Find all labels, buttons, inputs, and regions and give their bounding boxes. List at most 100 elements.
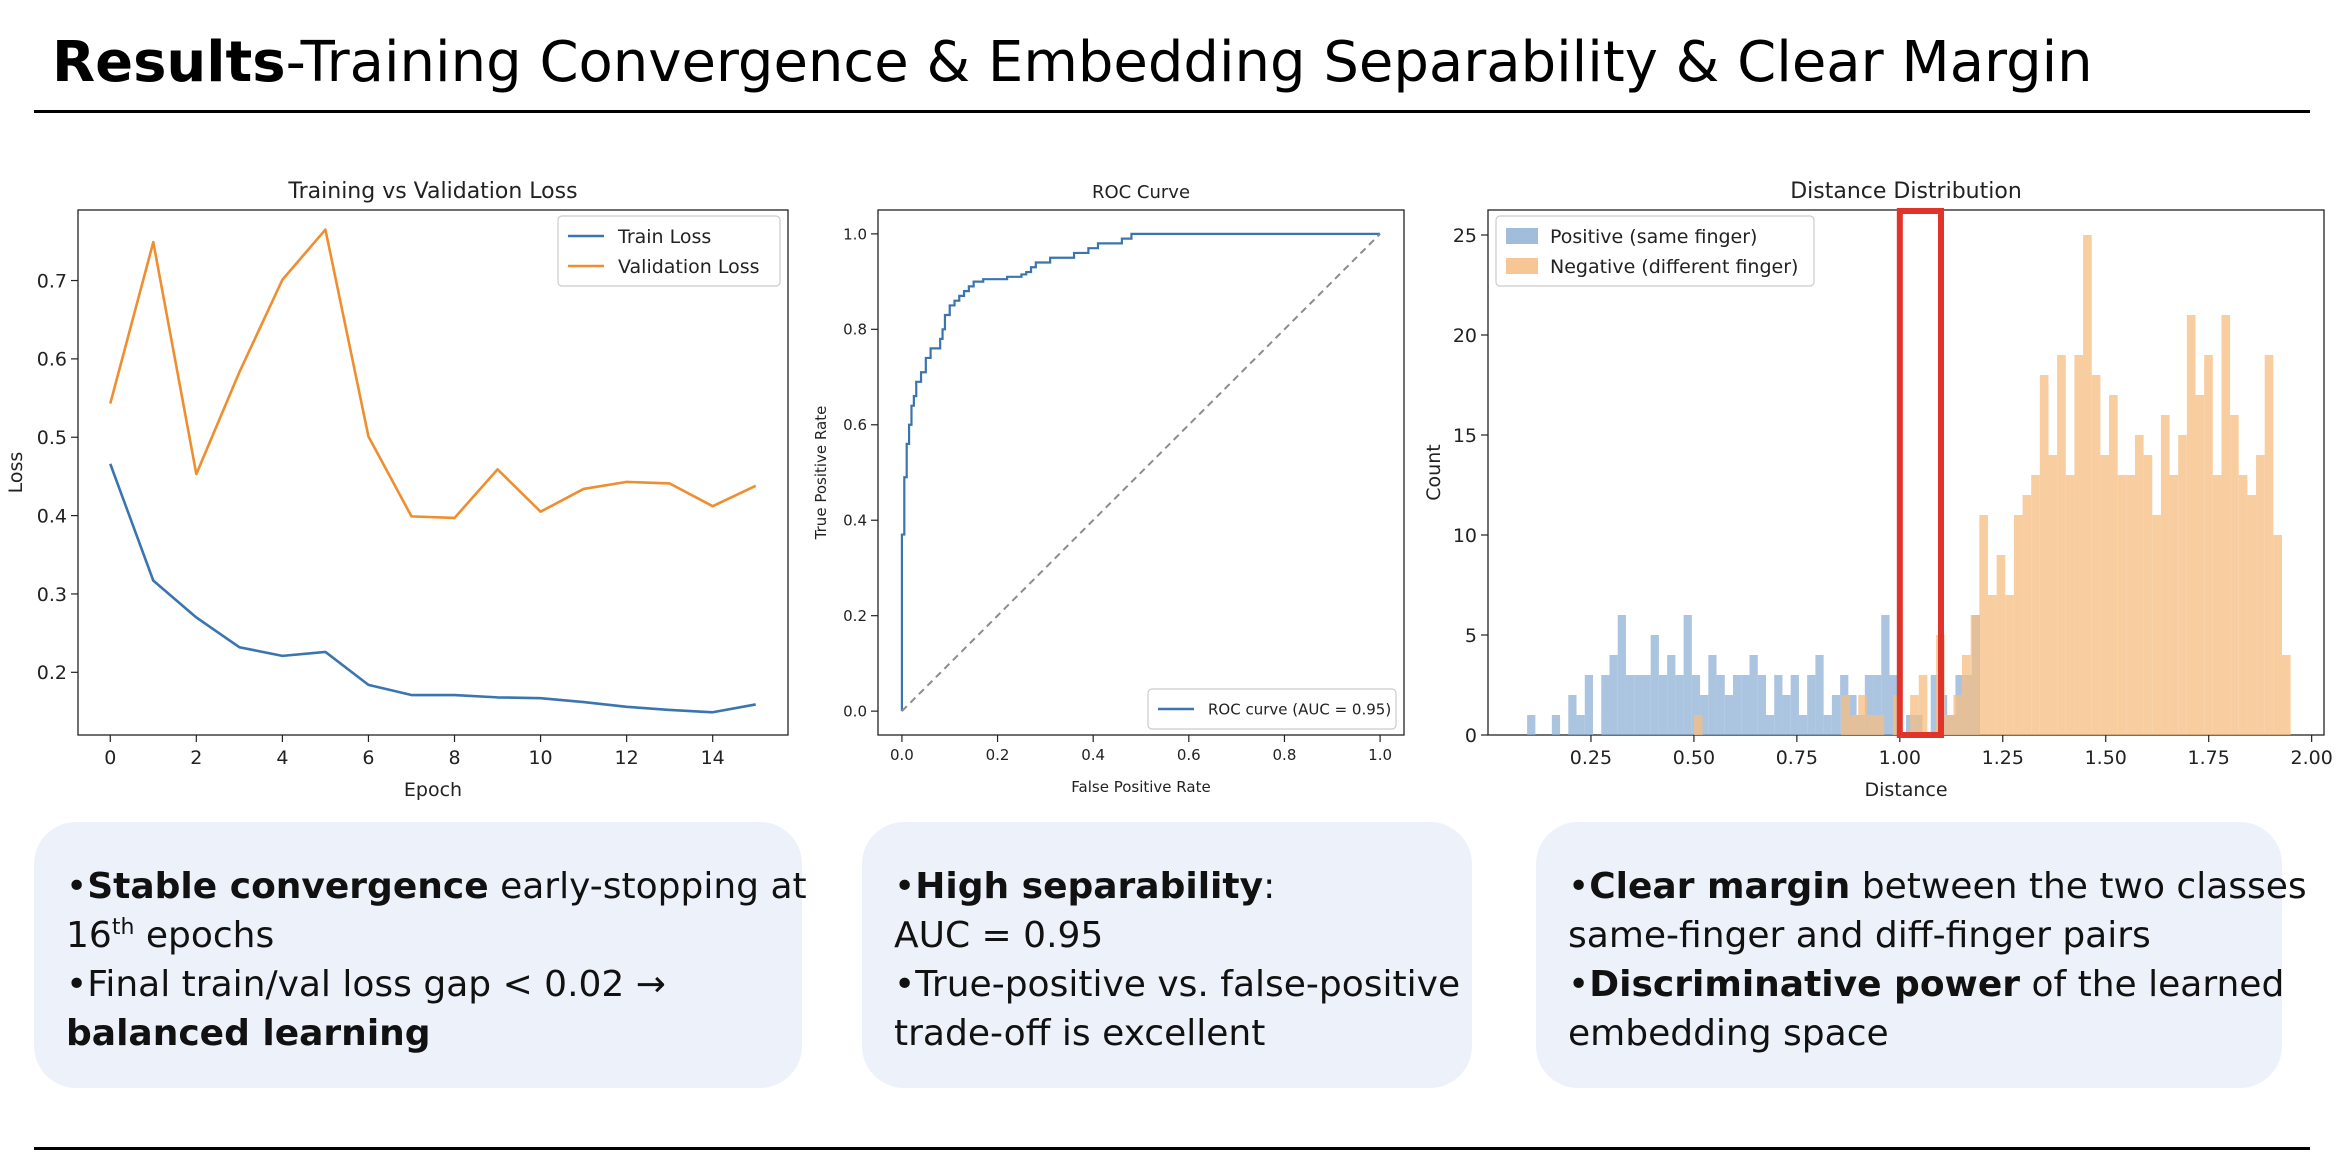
- histogram-bar: [1650, 635, 1659, 735]
- card-text: :: [1263, 866, 1276, 907]
- histogram-bar: [2273, 535, 2282, 735]
- histogram-bar: [2152, 515, 2161, 735]
- loss-chart: 0 2 4 6 8 10 12 14 0.2 0.3 0.4 0.5 0.6 0.7 Training vs…: [5, 179, 789, 801]
- bullet: •: [1568, 964, 1590, 1005]
- card-line: •True-positive vs. false-positive: [894, 960, 1460, 1009]
- slide-title: Results-Training Convergence & Embedding…: [52, 30, 2093, 95]
- margin-highlight-box: [1896, 208, 1945, 738]
- x-tick-label: 1.25: [1982, 747, 2024, 769]
- histogram-bar: [2160, 415, 2170, 735]
- histogram-bar: [2238, 475, 2248, 735]
- histogram-bar: [2212, 475, 2222, 735]
- slide-title-bold: Results: [52, 30, 286, 95]
- histogram-bar: [1774, 675, 1783, 735]
- histogram-bar: [1609, 655, 1618, 735]
- card-line: •Clear margin between the two classes: [1568, 862, 2307, 911]
- x-tick-label: 0.75: [1776, 747, 1818, 769]
- y-tick-label: 0.4: [37, 505, 67, 527]
- x-tick-label: 8: [448, 747, 460, 769]
- card-line: •Discriminative power of the learned: [1568, 960, 2284, 1009]
- histogram-bar: [2022, 495, 2032, 735]
- x-tick-label: 14: [701, 747, 725, 769]
- histogram-bar: [1601, 675, 1610, 735]
- histogram-bar: [1749, 655, 1758, 735]
- card-bold: balanced learning: [66, 1013, 431, 1054]
- histogram-bar: [1617, 615, 1626, 735]
- plot-frame: [877, 209, 1405, 736]
- histogram-bar: [1858, 695, 1867, 735]
- histogram-bar: [1906, 715, 1915, 735]
- histogram-bar: [1944, 715, 1954, 735]
- card-separability: •High separability: AUC = 0.95 •True-pos…: [862, 822, 1472, 1088]
- card-text: AUC = 0.95: [894, 915, 1104, 956]
- y-axis-label: True Positive Rate: [812, 406, 830, 541]
- histogram-bar: [1823, 715, 1832, 735]
- x-tick-label: 0: [104, 747, 116, 769]
- histogram-bar: [2204, 355, 2213, 735]
- card-convergence: •Stable convergence early-stopping at 16…: [34, 822, 807, 1088]
- bullet: •: [66, 964, 88, 1005]
- histogram-bar: [2256, 455, 2265, 735]
- x-tick-label: 1.75: [2188, 747, 2230, 769]
- bottom-rule: [34, 1147, 2310, 1150]
- card-line: •High separability:: [894, 862, 1442, 911]
- histogram-bar: [1930, 675, 1939, 735]
- y-tick-label: 5: [1465, 625, 1477, 647]
- bullet: •: [894, 866, 916, 907]
- histogram-bar: [1642, 675, 1651, 735]
- card-superscript: th: [111, 915, 135, 940]
- histogram-bar: [2039, 375, 2049, 735]
- histogram-bar: [1551, 715, 1561, 735]
- histogram-bar: [1691, 675, 1701, 735]
- histogram-bar: [1576, 715, 1585, 735]
- x-tick-label: 0.8: [1273, 746, 1297, 764]
- histogram-bar: [1840, 695, 1850, 735]
- card-line: AUC = 0.95: [894, 911, 1442, 960]
- legend-box: [1495, 215, 1815, 287]
- card-text: same-finger and diff-finger pairs: [1568, 915, 2151, 956]
- y-tick-label: 0.0: [843, 703, 867, 721]
- histogram-bar: [1568, 695, 1577, 735]
- chart-title: ROC Curve: [1092, 182, 1190, 203]
- card-text: epochs: [134, 915, 275, 956]
- x-tick-label: 0.4: [1081, 746, 1105, 764]
- y-tick-label: 0.6: [843, 416, 867, 434]
- card-line: balanced learning: [66, 1009, 772, 1058]
- x-tick-label: 10: [528, 747, 552, 769]
- card-line: 16th epochs: [66, 911, 772, 960]
- bullet: •: [894, 964, 916, 1005]
- histogram-bar: [2065, 475, 2075, 735]
- histogram-bar: [1979, 515, 1988, 735]
- x-tick-label: 0.25: [1570, 747, 1612, 769]
- x-tick-label: 0.50: [1673, 747, 1715, 769]
- histogram-bar: [1757, 675, 1766, 735]
- histogram-bar: [1625, 675, 1635, 735]
- histogram-bar: [1693, 715, 1703, 735]
- histogram-bar: [2013, 515, 2023, 735]
- legend-label: ROC curve (AUC = 0.95): [1208, 700, 1391, 718]
- card-margin: •Clear margin between the two classes sa…: [1536, 822, 2307, 1088]
- histogram-bar: [1996, 555, 2006, 735]
- card-text: Final train/val loss gap < 0.02 →: [87, 964, 666, 1005]
- bullet: •: [1568, 866, 1590, 907]
- histogram-bar: [2143, 455, 2153, 735]
- histogram-bar: [1798, 715, 1808, 735]
- histogram-bar: [1815, 655, 1824, 735]
- histogram-bar: [2083, 235, 2092, 735]
- histogram-bar: [2281, 655, 2291, 735]
- y-tick-label: 0.2: [843, 607, 867, 625]
- histogram-bar: [1716, 675, 1725, 735]
- histogram-bar: [1584, 675, 1594, 735]
- histogram-bar: [1724, 695, 1734, 735]
- legend-label: Negative (different finger): [1550, 256, 1798, 278]
- x-tick-label: 0.6: [1177, 746, 1201, 764]
- card-line: same-finger and diff-finger pairs: [1568, 911, 2252, 960]
- y-tick-label: 0.3: [37, 584, 67, 606]
- x-tick-label: 2.00: [2290, 747, 2332, 769]
- histogram-bar: [2031, 475, 2040, 735]
- y-axis-label: Loss: [5, 452, 27, 494]
- x-tick-label: 1.00: [1879, 747, 1921, 769]
- histogram-bar: [1634, 675, 1643, 735]
- y-tick-label: 0.4: [843, 512, 867, 530]
- histogram-bar: [2005, 595, 2014, 735]
